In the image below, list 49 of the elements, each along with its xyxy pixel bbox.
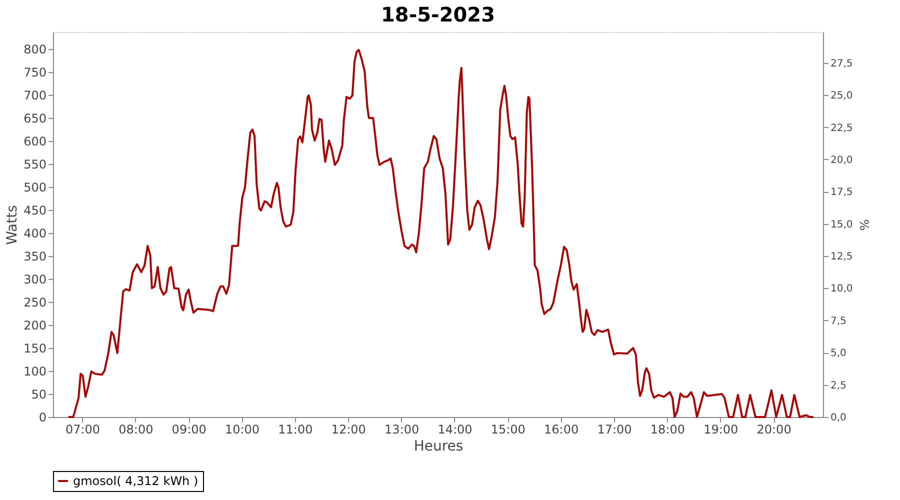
- y2-tick-label: 2,5: [830, 380, 846, 392]
- x-tick-label: 17:00: [597, 422, 632, 436]
- line-series: [67, 48, 814, 418]
- y2-tick-label: 0,0: [830, 412, 846, 424]
- y2-tick-label: 20,0: [830, 154, 853, 166]
- x-tick-label: 08:00: [118, 422, 154, 436]
- chart-title: 18-5-2023: [380, 2, 496, 26]
- y-tick-label: 150: [24, 342, 46, 356]
- y2-tick-label: 25,0: [830, 90, 853, 102]
- y-tick-label: 250: [24, 296, 46, 310]
- y-tick-label: 450: [24, 204, 46, 218]
- y-tick-label: 300: [24, 272, 46, 287]
- y-tick-label: 500: [24, 180, 46, 195]
- y-tick-label: 600: [24, 134, 46, 149]
- y-tick-label: 650: [24, 112, 46, 126]
- y2-tick-label: 15,0: [830, 219, 853, 230]
- x-tick-label: 10:00: [224, 422, 260, 436]
- x-tick-label: 14:00: [438, 422, 472, 436]
- y2-tick-label: 27,5: [830, 58, 853, 70]
- x-axis-title: Heures: [414, 438, 464, 454]
- y-tick-label: 350: [24, 250, 46, 264]
- x-tick-label: 15:00: [490, 422, 526, 436]
- y2-tick-label: 10,0: [830, 284, 853, 295]
- x-tick-label: 19:00: [704, 422, 738, 436]
- x-tick-label: 18:00: [650, 422, 685, 436]
- y-tick-label: 200: [24, 318, 46, 333]
- x-tick-label: 12:00: [331, 422, 366, 436]
- y-tick-label: 0: [38, 410, 46, 424]
- y-tick-label: 50: [31, 388, 46, 402]
- y-tick-label: 700: [24, 88, 46, 103]
- y-axis-title: Watts: [4, 205, 21, 245]
- x-tick-label: 07:00: [65, 422, 100, 436]
- x-tick-label: 09:00: [172, 422, 206, 436]
- x-tick-label: 13:00: [384, 422, 420, 436]
- y2-tick-label: 12,5: [830, 252, 853, 263]
- y-tick-label: 800: [24, 42, 46, 57]
- x-tick-label: 11:00: [278, 422, 313, 436]
- y-tick-label: 100: [24, 364, 46, 378]
- y2-axis-title: %: [856, 219, 871, 231]
- y2-tick-label: 5,0: [830, 348, 846, 360]
- x-tick-label: 20:00: [756, 422, 792, 436]
- y-tick-label: 550: [24, 158, 46, 172]
- y-tick-label: 750: [24, 66, 46, 80]
- legend-label: gmosol( 4,312 kWh ): [73, 474, 198, 488]
- y2-tick-label: 17,5: [830, 187, 853, 198]
- y2-tick-label: 22,5: [830, 122, 853, 134]
- x-tick-label: 16:00: [544, 422, 579, 436]
- y2-tick-label: 7,5: [830, 316, 846, 327]
- y-tick-label: 400: [24, 226, 46, 241]
